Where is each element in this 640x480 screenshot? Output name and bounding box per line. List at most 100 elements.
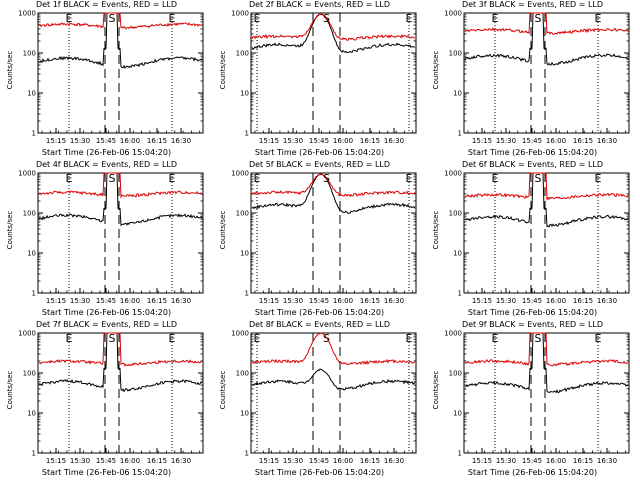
panel-plot-svg: 1 10 100 1000 15:15 15:30 15:45 16:00 16:15 16:30… — [444, 330, 630, 465]
y-tick-label: 100 — [236, 370, 249, 378]
panel-plot-svg: 1 10 100 1000 15:15 15:30 15:45 16:00 16:15 16:30… — [18, 170, 204, 305]
x-tick-label: 16:30 — [597, 457, 617, 465]
x-tick-label: 16:30 — [171, 297, 191, 305]
interval-marker-e: E — [406, 172, 413, 185]
panel-plot-svg: 1 10 100 1000 15:15 15:30 15:45 16:00 16:15 16:30… — [231, 10, 417, 145]
plot-frame — [250, 172, 417, 294]
y-tick-label: 10 — [27, 90, 36, 98]
events-series-line — [251, 173, 416, 214]
interval-marker-e: E — [492, 332, 499, 345]
interval-marker-e: E — [66, 172, 73, 185]
x-tick-label: 16:00 — [333, 297, 353, 305]
x-tick-label: 16:15 — [360, 457, 380, 465]
y-axis-label: Counts/sec — [6, 50, 14, 90]
panel-plot-svg: 1 10 100 1000 15:15 15:30 15:45 16:00 16:15 16:30… — [18, 330, 204, 465]
y-tick-label: 1000 — [18, 170, 36, 178]
lld-series-line — [251, 13, 415, 41]
x-tick-label: 16:15 — [147, 297, 167, 305]
x-tick-label: 15:45 — [96, 137, 116, 145]
x-tick-label: 16:30 — [384, 137, 404, 145]
x-tick-label: 16:15 — [147, 457, 167, 465]
x-tick-label: 15:15 — [46, 297, 66, 305]
interval-marker-e: E — [169, 332, 176, 345]
y-tick-label: 10 — [240, 410, 249, 418]
x-tick-label: 16:30 — [171, 137, 191, 145]
x-tick-label: 16:30 — [597, 137, 617, 145]
x-tick-label: 15:15 — [46, 137, 66, 145]
x-tick-label: 16:00 — [120, 297, 140, 305]
x-axis-label: Start Time (26-Feb-06 15:04:20) — [467, 148, 598, 157]
y-tick-label: 1 — [32, 290, 36, 298]
x-tick-label: 15:30 — [496, 297, 516, 305]
x-axis-label: Start Time (26-Feb-06 15:04:20) — [254, 468, 385, 477]
x-tick-label: 16:00 — [546, 457, 566, 465]
panel-title: Det 8f BLACK = Events, RED = LLD — [248, 320, 391, 329]
events-series-line — [38, 12, 203, 69]
panel-plot-svg: 1 10 100 1000 15:15 15:30 15:45 16:00 16:15 16:30… — [444, 10, 630, 145]
x-tick-label: 16:15 — [147, 137, 167, 145]
y-tick-label: 10 — [240, 250, 249, 258]
x-tick-label: 15:45 — [309, 137, 329, 145]
lld-series-line — [38, 12, 203, 30]
y-axis-label: Counts/sec — [432, 50, 440, 90]
panel-plot-svg: 1 10 100 1000 15:15 15:30 15:45 16:00 16:15 16:30… — [444, 170, 630, 305]
detector-panel-8: Det 8f BLACK = Events, RED = LLD 1 10 100 10… — [213, 320, 426, 480]
x-tick-label: 16:15 — [360, 137, 380, 145]
interval-marker-s: S — [109, 332, 116, 345]
y-axis-label: Counts/sec — [219, 210, 227, 250]
x-tick-label: 15:15 — [46, 457, 66, 465]
detector-panel-7: Det 7f BLACK = Events, RED = LLD 1 10 100 10… — [0, 320, 213, 480]
x-tick-label: 15:30 — [496, 457, 516, 465]
y-axis-label: Counts/sec — [219, 50, 227, 90]
lld-series-line — [38, 172, 203, 199]
x-tick-label: 15:15 — [259, 137, 279, 145]
events-series-line — [38, 332, 203, 393]
x-tick-label: 16:15 — [573, 137, 593, 145]
detector-panel-9: Det 9f BLACK = Events, RED = LLD 1 10 100 10… — [426, 320, 639, 480]
panel-title: Det 4f BLACK = Events, RED = LLD — [35, 160, 178, 169]
events-series-line — [464, 332, 629, 394]
events-series-line — [464, 172, 629, 228]
x-axis-label: Start Time (26-Feb-06 15:04:20) — [254, 308, 385, 317]
interval-marker-e: E — [492, 172, 499, 185]
x-tick-label: 15:30 — [283, 297, 303, 305]
x-tick-label: 16:15 — [573, 457, 593, 465]
x-tick-label: 15:30 — [283, 457, 303, 465]
y-tick-label: 100 — [236, 210, 249, 218]
y-tick-label: 1000 — [18, 10, 36, 18]
y-tick-label: 10 — [453, 90, 462, 98]
lld-series-line — [38, 332, 203, 368]
x-tick-label: 15:30 — [70, 457, 90, 465]
panel-title: Det 5f BLACK = Events, RED = LLD — [248, 160, 391, 169]
y-axis-label: Counts/sec — [219, 370, 227, 410]
x-tick-label: 15:45 — [522, 297, 542, 305]
y-tick-label: 100 — [236, 50, 249, 58]
x-tick-label: 15:45 — [522, 137, 542, 145]
interval-marker-e: E — [66, 332, 73, 345]
plot-frame — [250, 332, 417, 454]
detector-panel-3: Det 3f BLACK = Events, RED = LLD 1 10 100 10… — [426, 0, 639, 160]
x-axis-label: Start Time (26-Feb-06 15:04:20) — [41, 308, 172, 317]
interval-marker-e: E — [595, 332, 602, 345]
detector-panel-1: Det 1f BLACK = Events, RED = LLD 1 10 100 10… — [0, 0, 213, 160]
x-tick-label: 15:15 — [472, 297, 492, 305]
interval-marker-e: E — [595, 172, 602, 185]
interval-marker-e: E — [169, 12, 176, 25]
interval-marker-e: E — [406, 332, 413, 345]
events-series-line — [464, 12, 629, 66]
detector-panel-6: Det 6f BLACK = Events, RED = LLD 1 10 100 10… — [426, 160, 639, 320]
interval-marker-e: E — [492, 12, 499, 25]
interval-marker-s: S — [109, 12, 116, 25]
y-tick-label: 1 — [458, 450, 462, 458]
y-tick-label: 100 — [23, 370, 36, 378]
interval-marker-e: E — [406, 12, 413, 25]
panel-title: Det 1f BLACK = Events, RED = LLD — [35, 0, 178, 9]
x-tick-label: 15:45 — [96, 457, 116, 465]
y-tick-label: 10 — [27, 250, 36, 258]
detector-panel-5: Det 5f BLACK = Events, RED = LLD 1 10 100 10… — [213, 160, 426, 320]
x-tick-label: 16:15 — [573, 297, 593, 305]
y-tick-label: 100 — [449, 50, 462, 58]
y-axis-label: Counts/sec — [432, 210, 440, 250]
interval-marker-e: E — [254, 12, 261, 25]
